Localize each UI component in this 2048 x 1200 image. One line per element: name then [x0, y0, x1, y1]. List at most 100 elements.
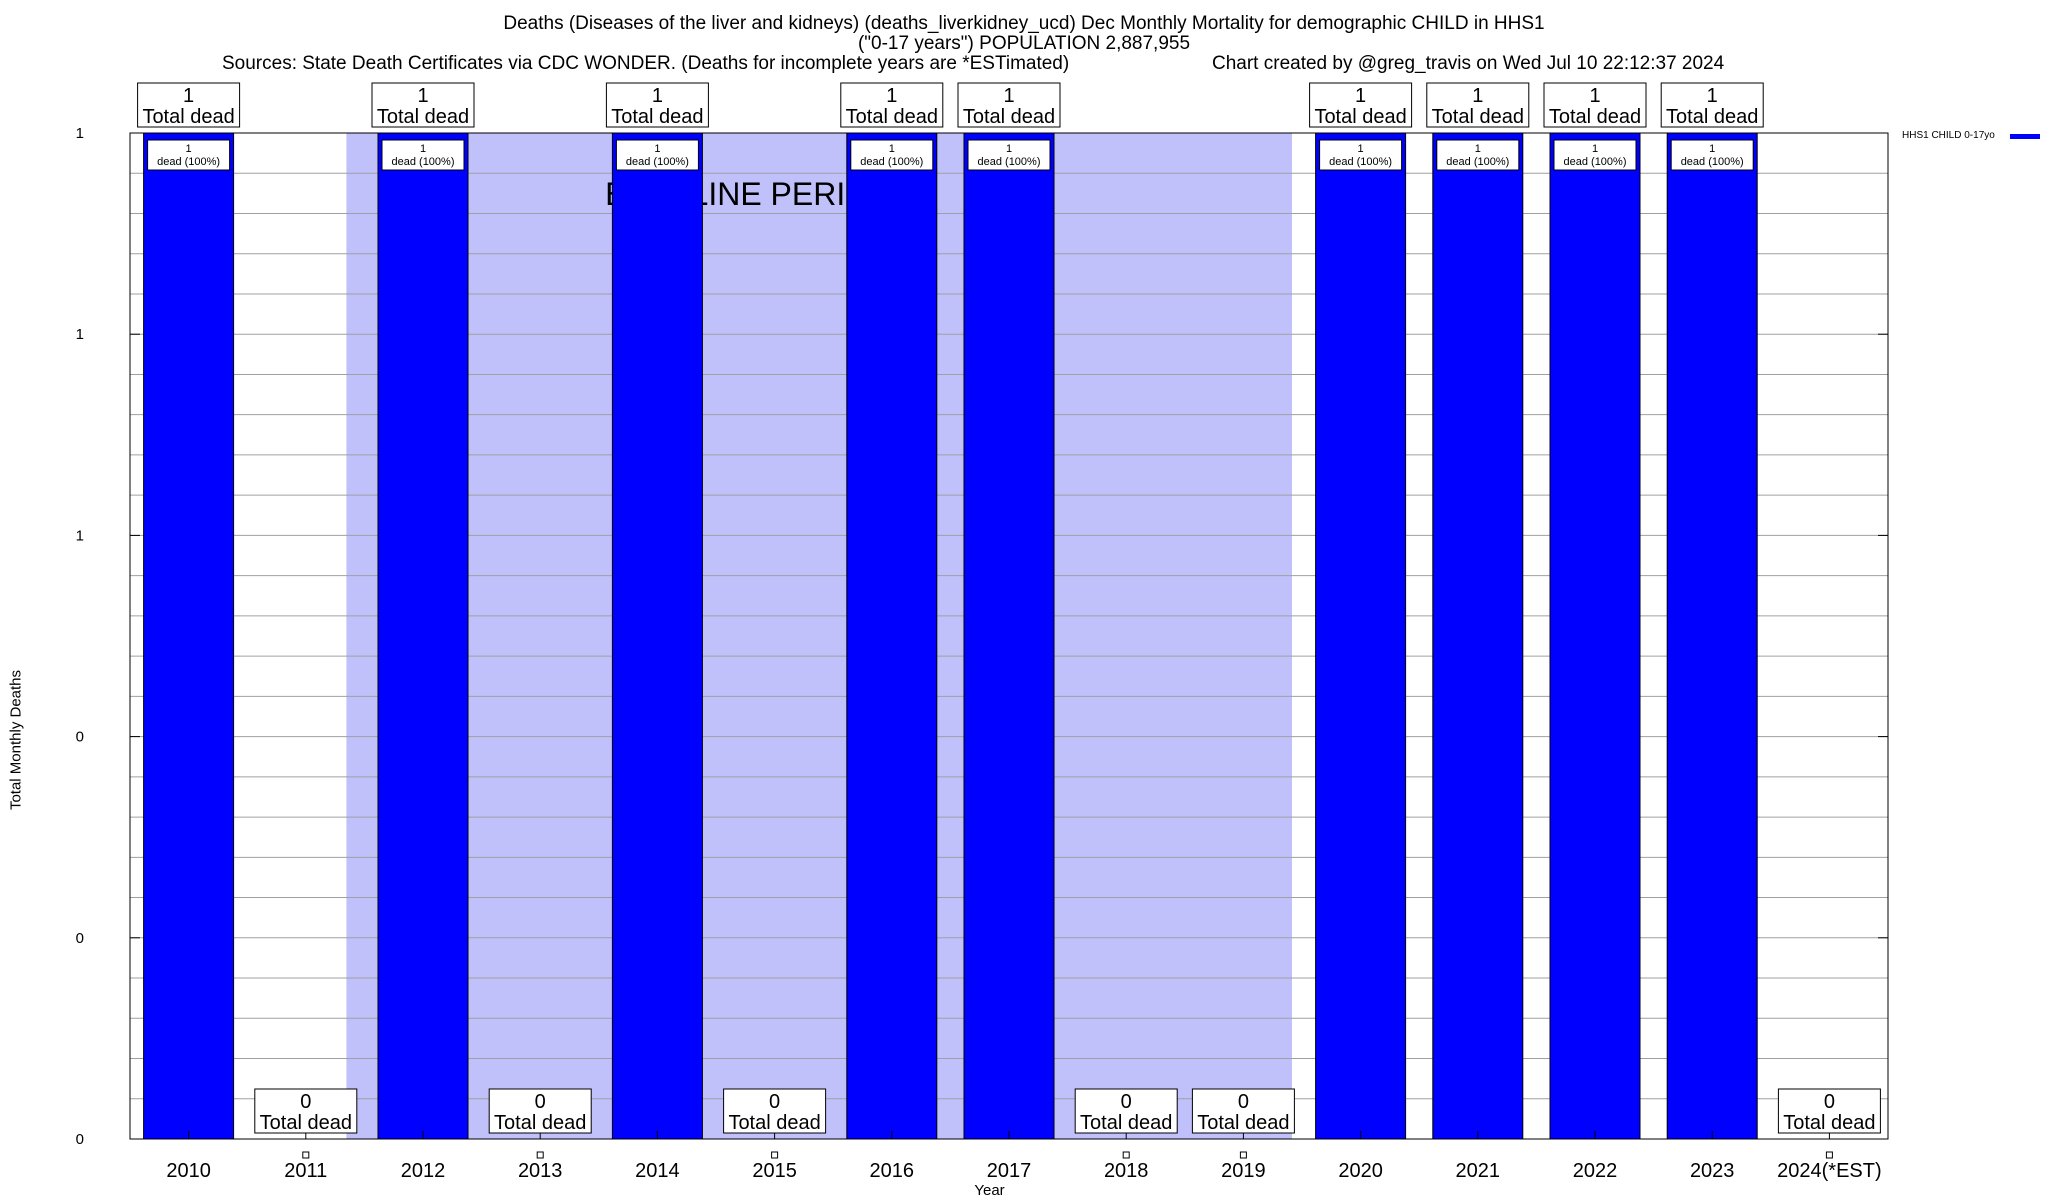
bar-label-value: 1: [420, 143, 426, 155]
bar-label-value: 1: [889, 143, 895, 155]
bar-label-value: 1: [1006, 143, 1012, 155]
baseline-period-band: [346, 133, 1292, 1139]
y-tick-label: 0: [76, 930, 84, 947]
total-label-value: 1: [1355, 85, 1366, 107]
chart-title-line-2: ("0-17 years") POPULATION 2,887,955: [857, 33, 1191, 54]
total-label-text: Total dead: [963, 106, 1055, 128]
bar-label-text: dead (100%): [1329, 156, 1392, 168]
bar-label-box: [850, 139, 934, 171]
bar-label-box: [1553, 139, 1637, 171]
total-label-box: [371, 82, 475, 128]
total-label-box: [1777, 1088, 1881, 1134]
x-tick-label: 2012: [401, 1160, 446, 1182]
empty-bar-marker: [771, 1151, 779, 1159]
y-tick-label: 0: [76, 1131, 84, 1148]
bar-label-value: 1: [1475, 143, 1481, 155]
total-label-text: Total dead: [1080, 1112, 1172, 1134]
bar-label-value: 1: [186, 143, 192, 155]
total-label-box: [840, 82, 944, 128]
total-label-value: 1: [1707, 85, 1718, 107]
total-label-text: Total dead: [1314, 106, 1406, 128]
bar-label-box: [615, 139, 699, 171]
total-label-value: 0: [1121, 1091, 1132, 1113]
x-axis-label: Year: [974, 1182, 1005, 1199]
bar-label-text: dead (100%): [392, 156, 455, 168]
total-label-value: 1: [1003, 85, 1014, 107]
x-tick-label: 2022: [1573, 1160, 1618, 1182]
total-label-box: [605, 82, 709, 128]
total-label-text: Total dead: [1197, 1112, 1289, 1134]
total-label-text: Total dead: [1783, 1112, 1875, 1134]
empty-bar-marker: [1239, 1151, 1247, 1159]
total-label-text: Total dead: [377, 106, 469, 128]
y-axis-label: Total Monthly Deaths: [7, 669, 25, 811]
y-tick-label: 1: [76, 527, 84, 544]
bar: [143, 132, 235, 1140]
bar-label-value: 1: [1709, 143, 1715, 155]
total-label-value: 1: [886, 85, 897, 107]
bar-label-text: dead (100%): [157, 156, 220, 168]
bar: [963, 132, 1055, 1140]
total-label-box: [137, 82, 241, 128]
total-label-text: Total dead: [728, 1112, 820, 1134]
total-label-box: [723, 1088, 827, 1134]
total-label-value: 1: [652, 85, 663, 107]
total-label-box: [1074, 1088, 1178, 1134]
bar-label-value: 1: [654, 143, 660, 155]
x-tick-label: 2011: [284, 1160, 327, 1182]
x-tick-label: 2013: [518, 1160, 563, 1182]
legend-swatch: [2010, 134, 2040, 139]
y-tick-label: 0: [76, 729, 84, 746]
total-label-text: Total dead: [1549, 106, 1641, 128]
total-label-text: Total dead: [611, 106, 703, 128]
bar: [846, 132, 938, 1140]
total-label-box: [1191, 1088, 1295, 1134]
total-label-box: [1309, 82, 1413, 128]
bar: [1549, 132, 1641, 1140]
bar-label-text: dead (100%): [860, 156, 923, 168]
total-label-value: 1: [417, 85, 428, 107]
x-tick-label: 2015: [752, 1160, 797, 1182]
total-label-box: [1426, 82, 1530, 128]
total-label-value: 1: [1589, 85, 1600, 107]
x-tick-label: 2020: [1338, 1160, 1383, 1182]
total-label-box: [1543, 82, 1647, 128]
total-label-text: Total dead: [1666, 106, 1758, 128]
bar-label-box: [147, 139, 231, 171]
total-label-value: 0: [535, 1091, 546, 1113]
empty-bar-marker: [1825, 1151, 1833, 1159]
total-label-box: [488, 1088, 592, 1134]
total-label-text: Total dead: [142, 106, 234, 128]
bar-label-text: dead (100%): [1446, 156, 1509, 168]
bar: [377, 132, 469, 1140]
total-label-text: Total dead: [1432, 106, 1524, 128]
bar-label-box: [1319, 139, 1403, 171]
x-tick-label: 2023: [1690, 1160, 1735, 1182]
total-label-text: Total dead: [494, 1112, 586, 1134]
bar-label-box: [381, 139, 465, 171]
bar-label-value: 1: [1358, 143, 1364, 155]
total-label-value: 0: [300, 1091, 311, 1113]
total-label-value: 1: [1472, 85, 1483, 107]
total-label-value: 0: [1824, 1091, 1835, 1113]
x-tick-label: 2010: [166, 1160, 211, 1182]
chart-title-line-1: Deaths (Diseases of the liver and kidney…: [503, 13, 1545, 34]
total-label-value: 1: [183, 85, 194, 107]
bar-label-value: 1: [1592, 143, 1598, 155]
total-label-text: Total dead: [846, 106, 938, 128]
empty-bar-marker: [1122, 1151, 1130, 1159]
x-tick-label: 2016: [870, 1160, 915, 1182]
x-tick-label: 2017: [987, 1160, 1032, 1182]
bar: [1666, 132, 1758, 1140]
bar-label-box: [967, 139, 1051, 171]
x-tick-label: 2014: [635, 1160, 680, 1182]
total-label-box: [1660, 82, 1764, 128]
bar-label-text: dead (100%): [626, 156, 689, 168]
y-tick-label: 1: [76, 326, 84, 343]
total-label-box: [254, 1088, 358, 1134]
bar: [611, 132, 703, 1140]
total-label-text: Total dead: [260, 1112, 352, 1134]
bar-label-box: [1436, 139, 1520, 171]
chart-sources: Sources: State Death Certificates via CD…: [222, 53, 1070, 74]
